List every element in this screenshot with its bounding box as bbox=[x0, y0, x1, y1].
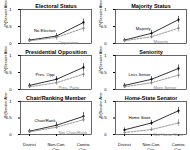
svg-text:Non-Con.Circ.: Non-Con.Circ. bbox=[48, 142, 66, 150]
svg-text:Pr(Senator Attends): Pr(Senator Attends) bbox=[4, 92, 8, 118]
svg-text:District: District bbox=[23, 142, 37, 147]
svg-text:More Senior: More Senior bbox=[154, 85, 177, 90]
svg-text:Home-State Senator: Home-State Senator bbox=[125, 95, 178, 101]
svg-text:Non-Con.Circ.: Non-Con.Circ. bbox=[143, 142, 161, 150]
svg-text:Chair/Ranking Member: Chair/Ranking Member bbox=[26, 95, 87, 101]
svg-text:Pres. Party: Pres. Party bbox=[59, 85, 81, 90]
svg-text:0.5: 0.5 bbox=[5, 69, 12, 75]
svg-text:1: 1 bbox=[104, 7, 107, 12]
svg-text:1: 1 bbox=[104, 53, 107, 58]
svg-text:1: 1 bbox=[104, 99, 107, 104]
svg-text:0: 0 bbox=[9, 86, 12, 92]
svg-text:0.5: 0.5 bbox=[5, 23, 12, 29]
svg-text:Chair/Rank: Chair/Rank bbox=[35, 118, 57, 123]
svg-text:0: 0 bbox=[104, 86, 107, 92]
svg-text:Contro.Circ.: Contro.Circ. bbox=[172, 142, 186, 150]
svg-text:Pr(Senator Attends): Pr(Senator Attends) bbox=[4, 46, 8, 73]
svg-text:Pr(Senator Attends): Pr(Senator Attends) bbox=[99, 92, 103, 118]
svg-text:1: 1 bbox=[9, 7, 12, 12]
svg-text:Pres. Opp.: Pres. Opp. bbox=[35, 72, 55, 77]
svg-text:0: 0 bbox=[9, 132, 12, 137]
svg-text:Minority: Minority bbox=[154, 39, 170, 44]
svg-text:0.5: 0.5 bbox=[100, 69, 107, 75]
svg-text:Not Home State: Not Home State bbox=[154, 132, 184, 137]
svg-text:District: District bbox=[118, 142, 132, 147]
svg-text:Less Senior: Less Senior bbox=[128, 72, 151, 77]
svg-text:Seniority: Seniority bbox=[139, 49, 163, 55]
svg-text:Majority: Majority bbox=[136, 26, 152, 31]
svg-text:Majority Status: Majority Status bbox=[131, 3, 170, 9]
svg-text:Home State: Home State bbox=[128, 115, 151, 120]
svg-text:1: 1 bbox=[9, 99, 12, 104]
svg-text:Electoral Status: Electoral Status bbox=[35, 3, 77, 9]
svg-text:Pr(Senator Attends): Pr(Senator Attends) bbox=[99, 0, 103, 27]
svg-text:Pr(Senator Attends): Pr(Senator Attends) bbox=[4, 0, 8, 27]
svg-text:Presidential Opposition: Presidential Opposition bbox=[25, 49, 87, 55]
svg-text:Pr(Senator Attends): Pr(Senator Attends) bbox=[99, 46, 103, 73]
svg-text:1: 1 bbox=[9, 53, 12, 58]
svg-text:0: 0 bbox=[104, 40, 107, 46]
svg-text:0.5: 0.5 bbox=[100, 115, 107, 121]
svg-text:0: 0 bbox=[104, 132, 107, 137]
svg-text:Not Chair/Rank: Not Chair/Rank bbox=[59, 130, 89, 135]
svg-text:Opposition: Opposition bbox=[59, 40, 80, 45]
svg-text:0: 0 bbox=[9, 40, 12, 46]
svg-text:No Election: No Election bbox=[34, 28, 56, 33]
svg-text:0.5: 0.5 bbox=[5, 115, 12, 121]
svg-text:0.5: 0.5 bbox=[100, 23, 107, 29]
svg-text:Contro.Circ.: Contro.Circ. bbox=[77, 142, 91, 150]
